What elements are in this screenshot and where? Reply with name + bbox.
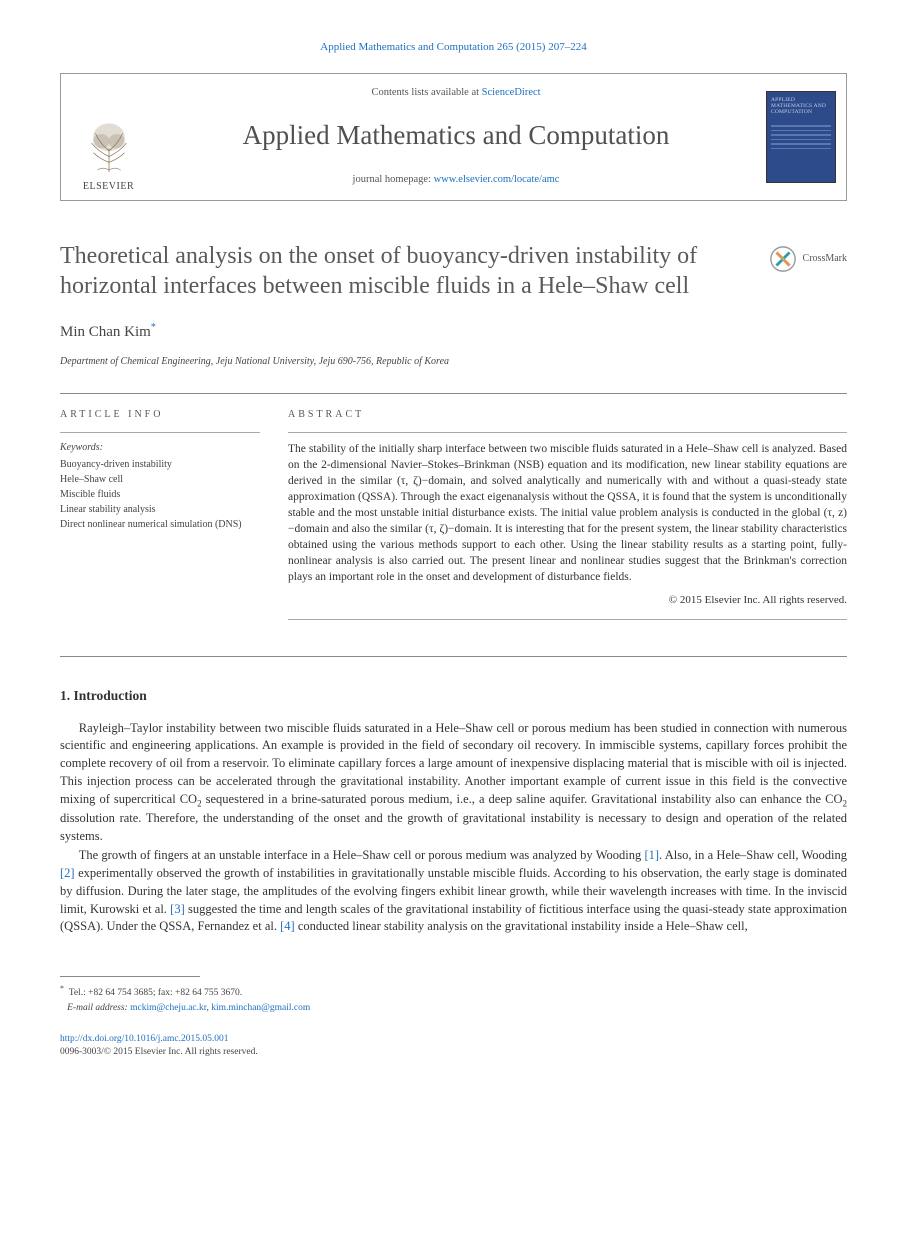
p2b: . Also, in a Hele–Shaw cell, Wooding [659, 848, 847, 862]
footnote-marker: * [60, 984, 64, 993]
abstract-column: ABSTRACT The stability of the initially … [288, 408, 847, 628]
ref-4-link[interactable]: [4] [280, 919, 295, 933]
article-info-column: ARTICLE INFO Keywords: Buoyancy-driven i… [60, 408, 260, 628]
abstract-label: ABSTRACT [288, 408, 847, 422]
divider-top [60, 393, 847, 394]
article-title: Theoretical analysis on the onset of buo… [60, 241, 700, 301]
elsevier-name: ELSEVIER [83, 180, 134, 194]
journal-cover-thumb: APPLIED MATHEMATICS AND COMPUTATION [766, 91, 836, 183]
keyword-2: Miscible fluids [60, 487, 260, 502]
ref-2-link[interactable]: [2] [60, 866, 75, 880]
keyword-1: Hele–Shaw cell [60, 472, 260, 487]
citation-header: Applied Mathematics and Computation 265 … [60, 40, 847, 55]
ref-1-link[interactable]: [1] [644, 848, 659, 862]
cover-text: APPLIED MATHEMATICS AND COMPUTATION [771, 97, 831, 115]
author-corr-marker: * [151, 322, 156, 333]
intro-heading: 1. Introduction [60, 687, 847, 706]
ref-3-link[interactable]: [3] [170, 902, 185, 916]
affiliation: Department of Chemical Engineering, Jeju… [60, 355, 847, 369]
contents-prefix: Contents lists available at [371, 87, 481, 98]
footnote-tel: * Tel.: +82 64 754 3685; fax: +82 64 755… [60, 983, 847, 1000]
doi-footer: http://dx.doi.org/10.1016/j.amc.2015.05.… [60, 1033, 847, 1060]
p2e: conducted linear stability analysis on t… [295, 919, 748, 933]
sciencedirect-link[interactable]: ScienceDirect [482, 87, 541, 98]
divider-mid [60, 656, 847, 657]
elsevier-tree-icon [80, 116, 138, 174]
homepage-prefix: journal homepage: [353, 174, 434, 185]
keyword-3: Linear stability analysis [60, 502, 260, 517]
contents-available-line: Contents lists available at ScienceDirec… [166, 86, 746, 101]
homepage-line: journal homepage: www.elsevier.com/locat… [166, 173, 746, 188]
author-name: Min Chan Kim [60, 324, 151, 340]
footnote-email-line: E-mail address: mckim@cheju.ac.kr, kim.m… [60, 1001, 847, 1015]
email-label: E-mail address: [67, 1003, 130, 1013]
issn-copyright: 0096-3003/© 2015 Elsevier Inc. All right… [60, 1047, 258, 1057]
author-line: Min Chan Kim* [60, 321, 847, 343]
cover-column: APPLIED MATHEMATICS AND COMPUTATION [756, 74, 846, 199]
footnote-block: * Tel.: +82 64 754 3685; fax: +82 64 755… [60, 983, 847, 1015]
p1c: dissolution rate. Therefore, the underst… [60, 811, 847, 843]
abstract-bottom-divider [288, 619, 847, 620]
abstract-divider [288, 432, 847, 433]
keyword-0: Buoyancy-driven instability [60, 457, 260, 472]
abstract-copyright: © 2015 Elsevier Inc. All rights reserved… [288, 593, 847, 608]
info-divider [60, 432, 260, 433]
footnote-tel-text: Tel.: +82 64 754 3685; fax: +82 64 755 3… [69, 988, 242, 998]
article-info-label: ARTICLE INFO [60, 408, 260, 422]
journal-center-column: Contents lists available at ScienceDirec… [156, 74, 756, 199]
abstract-text: The stability of the initially sharp int… [288, 441, 847, 586]
intro-para-1: Rayleigh–Taylor instability between two … [60, 720, 847, 846]
doi-link[interactable]: http://dx.doi.org/10.1016/j.amc.2015.05.… [60, 1034, 228, 1044]
journal-header-box: ELSEVIER Contents lists available at Sci… [60, 73, 847, 200]
journal-title: Applied Mathematics and Computation [166, 117, 746, 155]
p2a: The growth of fingers at an unstable int… [79, 848, 645, 862]
footnote-rule [60, 976, 200, 977]
crossmark-label: CrossMark [803, 252, 847, 266]
p1b: sequestered in a brine-saturated porous … [202, 792, 843, 806]
crossmark-badge[interactable]: CrossMark [769, 245, 847, 273]
elsevier-logo-column: ELSEVIER [61, 74, 156, 199]
keywords-label: Keywords: [60, 441, 260, 455]
intro-para-2: The growth of fingers at an unstable int… [60, 847, 847, 936]
email-1-link[interactable]: mckim@cheju.ac.kr [130, 1003, 206, 1013]
keyword-4: Direct nonlinear numerical simulation (D… [60, 517, 260, 532]
email-2-link[interactable]: kim.minchan@gmail.com [211, 1003, 310, 1013]
homepage-link[interactable]: www.elsevier.com/locate/amc [434, 174, 560, 185]
sub-2b: 2 [843, 798, 848, 808]
crossmark-icon [769, 245, 797, 273]
